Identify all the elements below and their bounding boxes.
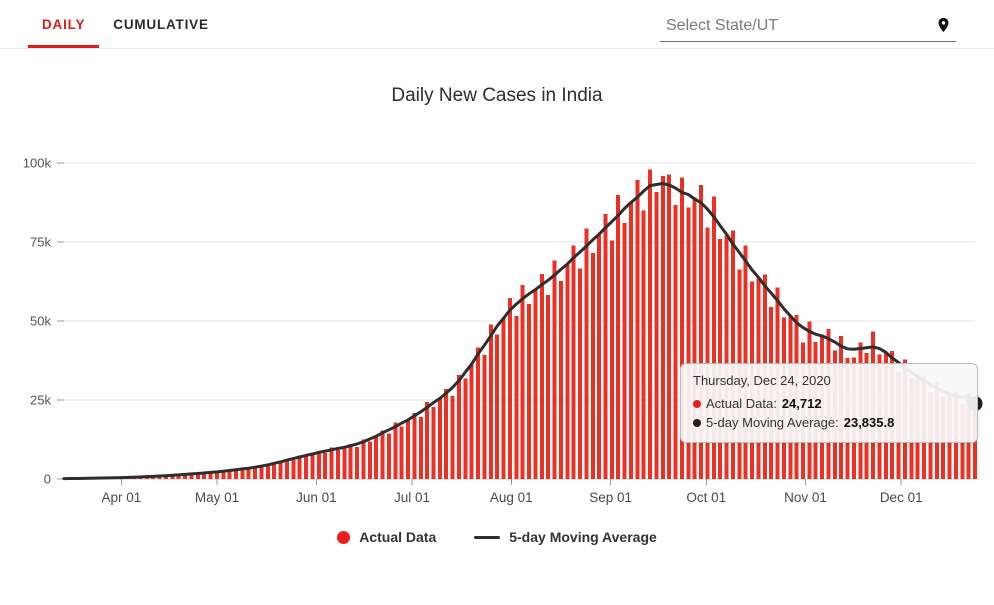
state-select-input[interactable]	[660, 17, 935, 35]
tooltip-actual-row: Actual Data: 24,712	[693, 394, 965, 413]
legend-item-actual[interactable]: Actual Data	[337, 529, 436, 545]
location-pin-icon[interactable]	[935, 15, 952, 35]
top-bar: DAILY CUMULATIVE	[0, 0, 994, 49]
tab-daily[interactable]: DAILY	[28, 0, 100, 48]
covid-dashboard: DAILY CUMULATIVE Daily New Cases in Indi…	[0, 0, 994, 545]
legend-red-dot-icon	[337, 530, 351, 544]
svg-text:Aug 01: Aug 01	[490, 490, 533, 505]
svg-text:75k: 75k	[30, 234, 51, 249]
legend-ma-label: 5-day Moving Average	[509, 529, 657, 545]
tooltip-actual-value: 24,712	[781, 396, 822, 411]
black-dot-icon	[693, 418, 701, 427]
legend-item-moving-average[interactable]: 5-day Moving Average	[474, 529, 657, 545]
svg-text:Jun 01: Jun 01	[296, 490, 337, 505]
chart-tooltip: Thursday, Dec 24, 2020 Actual Data: 24,7…	[680, 363, 978, 443]
chart-area: 0 25k 50k 75k 100k Apr 01 May 01 Jun 01 Jul 01 Au…	[0, 121, 994, 521]
tooltip-date: Thursday, Dec 24, 2020	[693, 373, 831, 388]
legend-line-icon	[474, 535, 501, 539]
tab-cumulative[interactable]: CUMULATIVE	[113, 16, 209, 32]
tooltip-ma-value: 23,835.8	[843, 415, 895, 430]
view-tabs: DAILY CUMULATIVE	[0, 0, 223, 48]
tooltip-ma-label: 5-day Moving Average:	[706, 415, 839, 430]
svg-text:Sep 01: Sep 01	[589, 490, 632, 505]
svg-text:50k: 50k	[30, 313, 51, 328]
svg-text:Oct 01: Oct 01	[686, 490, 726, 505]
chart-title: Daily New Cases in India	[391, 85, 603, 106]
svg-text:Jul 01: Jul 01	[394, 490, 430, 505]
svg-text:100k: 100k	[23, 155, 52, 170]
red-dot-icon	[693, 399, 701, 408]
tooltip-ma-row: 5-day Moving Average: 23,835.8	[693, 413, 965, 432]
chart-legend: Actual Data 5-day Moving Average	[0, 529, 994, 545]
svg-text:Apr 01: Apr 01	[102, 490, 142, 505]
moving-average-line[interactable]	[62, 182, 977, 481]
legend-actual-label: Actual Data	[359, 529, 437, 545]
state-selector[interactable]	[660, 8, 956, 42]
x-axis-labels: Apr 01 May 01 Jun 01 Jul 01 Aug 01 Sep 01 Oct …	[102, 479, 923, 505]
daily-cases-chart[interactable]: 0 25k 50k 75k 100k Apr 01 May 01 Jun 01 Jul 01 Au…	[0, 121, 994, 521]
svg-text:Nov 01: Nov 01	[784, 490, 827, 505]
y-axis-labels: 0 25k 50k 75k 100k	[23, 155, 52, 486]
svg-text:Dec 01: Dec 01	[880, 490, 923, 505]
svg-text:May 01: May 01	[195, 490, 239, 505]
svg-text:25k: 25k	[30, 392, 51, 407]
svg-text:0: 0	[44, 472, 51, 487]
tooltip-actual-label: Actual Data:	[706, 396, 777, 411]
